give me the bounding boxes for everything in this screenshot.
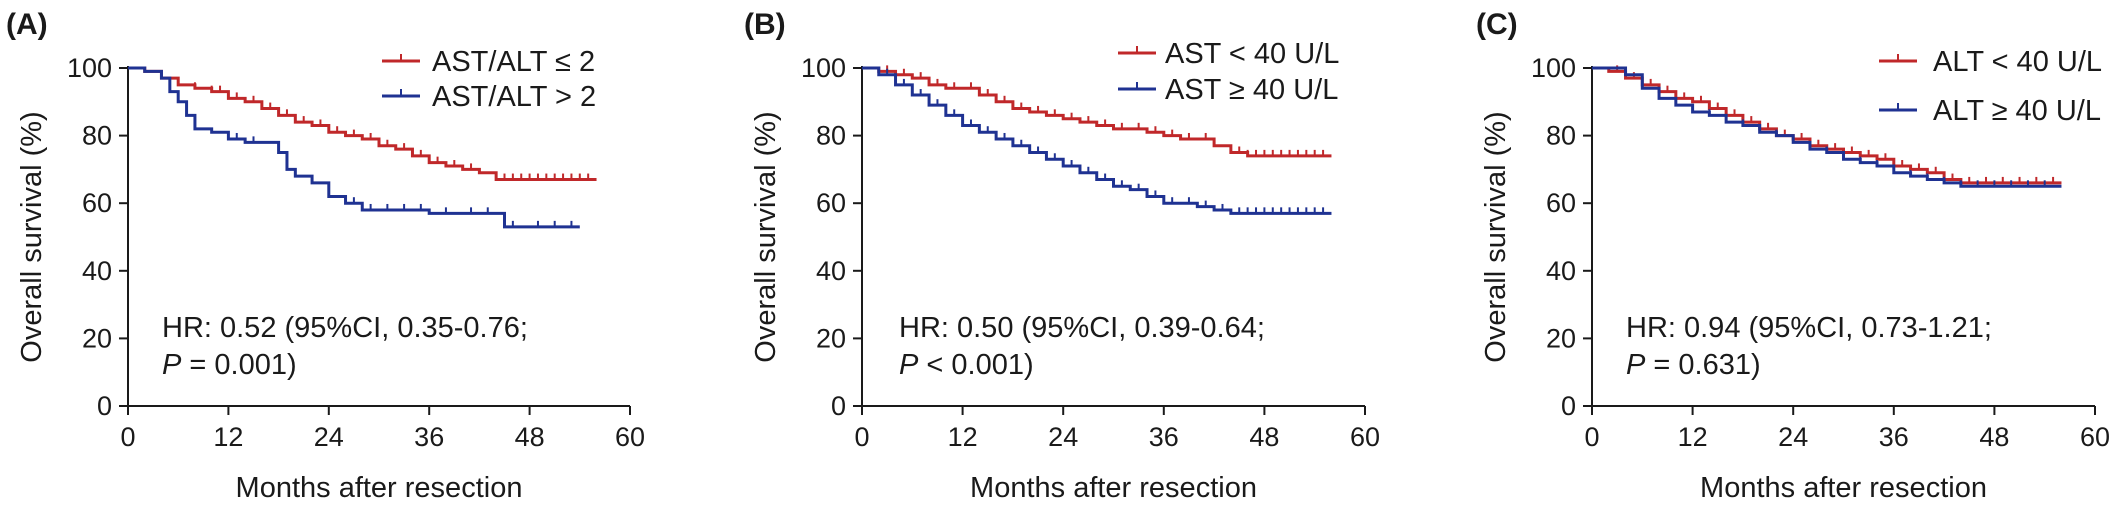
- p-value-text: P = 0.001): [162, 349, 297, 381]
- y-tick-label: 60: [816, 188, 846, 218]
- x-tick-label: 60: [1350, 422, 1380, 452]
- survival-curve-blue: [862, 66, 1332, 215]
- y-tick-label: 100: [67, 53, 112, 83]
- legend-label: ALT ≥ 40 U/L: [1933, 95, 2101, 127]
- p-value: = 0.001): [181, 349, 296, 381]
- survival-curve-blue: [1592, 66, 2062, 188]
- x-tick-label: 60: [2080, 422, 2110, 452]
- x-tick-label: 48: [515, 422, 545, 452]
- p-symbol: P: [1626, 349, 1646, 381]
- y-axis-title: Overall survival (%): [750, 111, 782, 362]
- y-tick-label: 20: [82, 323, 112, 353]
- y-tick-label: 40: [82, 256, 112, 286]
- legend-label: AST ≥ 40 U/L: [1165, 74, 1338, 106]
- hazard-ratio-text: HR: 0.94 (95%CI, 0.73-1.21;: [1626, 312, 1992, 344]
- legend-label: AST/ALT ≤ 2: [432, 46, 595, 78]
- y-axis-title: Overall survival (%): [1480, 111, 1512, 362]
- y-tick-label: 20: [1546, 323, 1576, 353]
- survival-curve-red: [128, 66, 597, 182]
- x-axis-title: Months after resection: [970, 472, 1257, 504]
- x-tick-label: 24: [1778, 422, 1808, 452]
- x-tick-label: 36: [1149, 422, 1179, 452]
- x-tick-label: 12: [1678, 422, 1708, 452]
- x-tick-label: 0: [120, 422, 135, 452]
- legend-label: ALT < 40 U/L: [1933, 46, 2102, 78]
- y-tick-label: 20: [816, 323, 846, 353]
- y-tick-label: 80: [1546, 121, 1576, 151]
- panel-c: (C) 0 20 40 60 80 100 0 12 24 36 48 60 Months after r…: [1476, 8, 2110, 504]
- p-value: < 0.001): [918, 349, 1033, 381]
- y-tick-label: 80: [82, 121, 112, 151]
- x-tick-label: 12: [948, 422, 978, 452]
- p-symbol: P: [899, 349, 919, 381]
- x-tick-label: 48: [1249, 422, 1279, 452]
- p-value-text: P = 0.631): [1626, 349, 1761, 381]
- p-value-text: P < 0.001): [899, 349, 1034, 381]
- y-tick-label: 60: [1546, 188, 1576, 218]
- hazard-ratio-text: HR: 0.52 (95%CI, 0.35-0.76;: [162, 312, 528, 344]
- x-tick-label: 24: [1048, 422, 1078, 452]
- panel-b: (B) 0 20 40 60 80 100 0 12 24 36 48 60 Months after r…: [744, 8, 1380, 504]
- x-tick-label: 0: [854, 422, 869, 452]
- y-tick-label: 0: [97, 391, 112, 421]
- x-tick-label: 36: [414, 422, 444, 452]
- y-tick-label: 0: [1561, 391, 1576, 421]
- y-tick-label: 60: [82, 188, 112, 218]
- legend-label: AST < 40 U/L: [1165, 38, 1339, 70]
- panel-letter: (A): [6, 8, 48, 41]
- panel-letter: (B): [744, 8, 786, 41]
- y-axis-title: Overall survival (%): [16, 111, 48, 362]
- x-tick-label: 12: [213, 422, 243, 452]
- legend-label: AST/ALT > 2: [432, 81, 596, 113]
- y-tick-label: 40: [816, 256, 846, 286]
- y-tick-label: 40: [1546, 256, 1576, 286]
- p-symbol: P: [162, 349, 182, 381]
- x-axis-title: Months after resection: [1700, 472, 1987, 504]
- x-tick-label: 60: [615, 422, 645, 452]
- x-tick-label: 36: [1879, 422, 1909, 452]
- x-axis-title: Months after resection: [236, 472, 523, 504]
- survival-curve-blue: [128, 66, 580, 229]
- y-tick-label: 80: [816, 121, 846, 151]
- x-tick-label: 0: [1584, 422, 1599, 452]
- hazard-ratio-text: HR: 0.50 (95%CI, 0.39-0.64;: [899, 312, 1265, 344]
- panel-a: (A) 0 20 40 60 80 100 0 12 24 36 48 60 Months after r…: [6, 8, 645, 504]
- y-tick-label: 100: [801, 53, 846, 83]
- p-value: = 0.631): [1645, 349, 1760, 381]
- panel-letter: (C): [1476, 8, 1518, 41]
- x-tick-label: 48: [1979, 422, 2009, 452]
- x-tick-label: 24: [314, 422, 344, 452]
- y-tick-label: 100: [1531, 53, 1576, 83]
- y-tick-label: 0: [831, 391, 846, 421]
